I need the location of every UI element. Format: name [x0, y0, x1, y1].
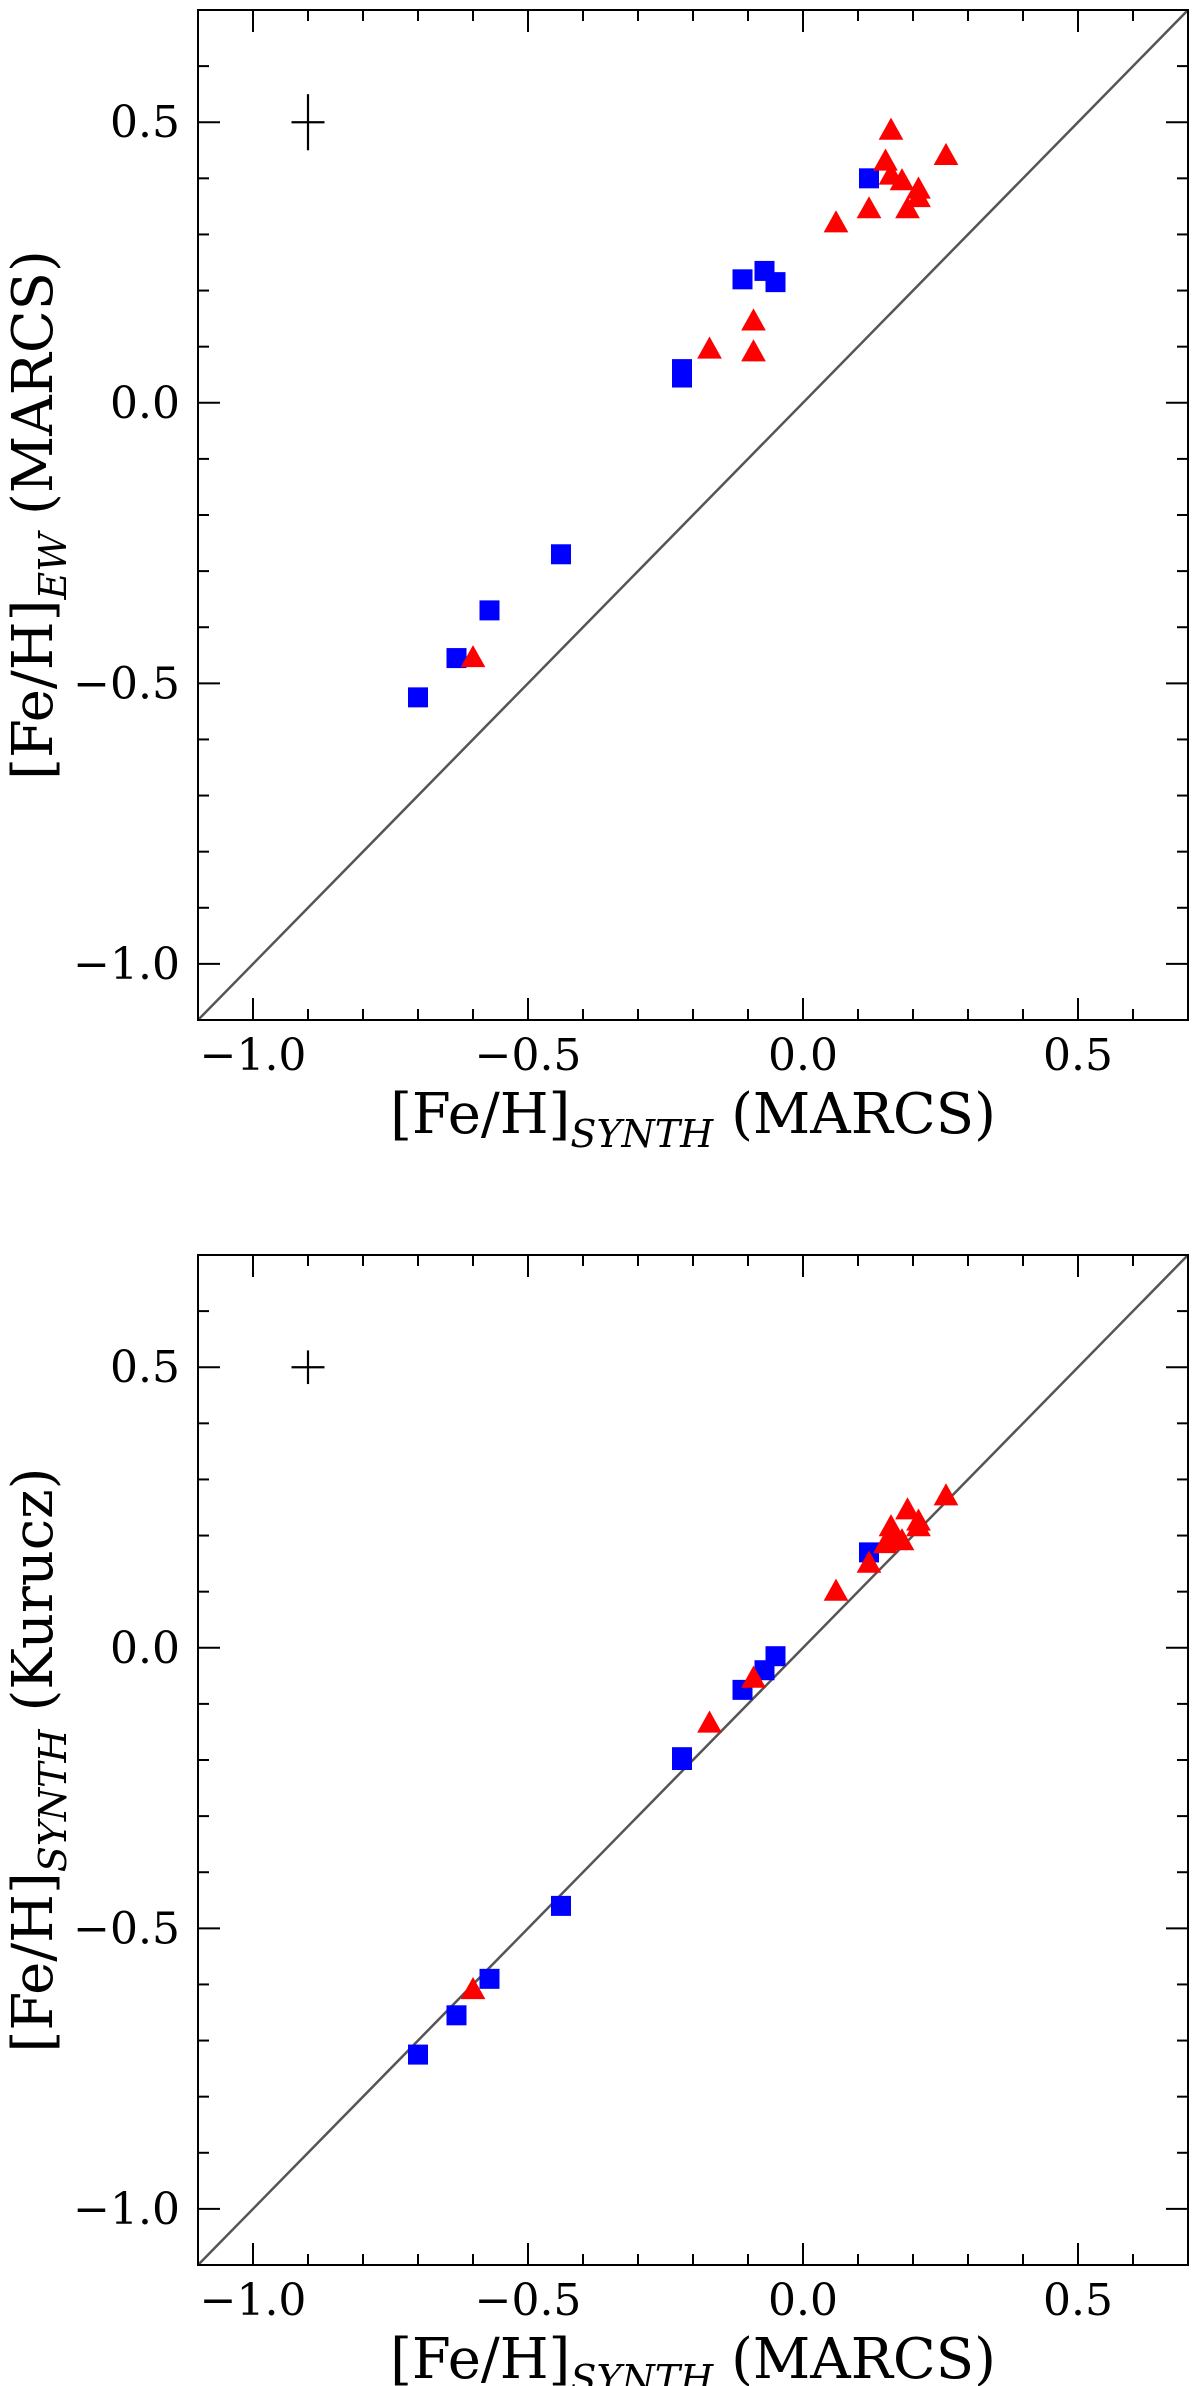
x-tick-label: −1.0 [200, 2275, 307, 2326]
square-point [408, 687, 428, 708]
triangle-point [933, 1483, 959, 1506]
triangle-point [906, 1514, 931, 1537]
triangle-point [823, 210, 849, 233]
error-bar [291, 94, 325, 151]
x-tick-label: −0.5 [475, 2275, 582, 2326]
x-axis-label: [Fe/H]SYNTH (MARCS) [390, 2327, 996, 2386]
triangle-point [889, 168, 915, 191]
square-point [672, 367, 692, 388]
triangle-point [878, 117, 904, 140]
square-point [732, 269, 753, 290]
y-tick-label: −0.5 [73, 658, 180, 709]
x-tick-label: 0.0 [768, 2275, 838, 2326]
series-squares [408, 1542, 879, 2065]
series-triangles [460, 117, 959, 668]
series-squares [408, 168, 879, 708]
y-axis-label: [Fe/H]EW (MARCS) [1, 250, 75, 780]
triangle-point [889, 1528, 915, 1551]
x-axis-label: [Fe/H]SYNTH (MARCS) [390, 1082, 996, 1156]
triangle-point [933, 142, 959, 165]
triangle-point [906, 184, 931, 208]
y-tick-label: 0.5 [110, 97, 180, 148]
x-tick-label: −0.5 [475, 1030, 582, 1081]
series-triangles [460, 1483, 959, 2000]
square-point [551, 1895, 571, 1916]
x-tick-label: 0.5 [1043, 2275, 1113, 2326]
top-panel-eW-vs-synth: −1.0 −0.5 0.0 0.5 −1.0 −0.5 0.0 0.5 [Fe/H]SYNTH … [1, 9, 1189, 1156]
square-point [479, 1968, 500, 1989]
square-point [479, 600, 500, 621]
x-tick-label: 0.0 [768, 1030, 838, 1081]
triangle-point [873, 148, 898, 171]
triangle-point [823, 1578, 849, 1601]
square-point [551, 544, 571, 565]
bottom-panel-kurucz-vs-marcs: −1.0 −0.5 0.0 0.5 −1.0 −0.5 0.0 0.5 [Fe/H]SYNTH … [1, 1254, 1189, 2386]
y-tick-label: −1.0 [73, 2184, 180, 2235]
error-bar [291, 1350, 325, 1385]
triangle-point [895, 1497, 920, 1520]
x-tick-label: 0.5 [1043, 1030, 1113, 1081]
square-point [446, 2005, 467, 2026]
square-point [672, 1750, 692, 1770]
square-point [765, 1646, 786, 1667]
triangle-point [856, 1550, 882, 1573]
square-point [765, 272, 786, 293]
square-point [446, 648, 467, 669]
y-tick-label: 0.0 [110, 1623, 180, 1674]
y-tick-label: 0.0 [110, 378, 180, 429]
square-point [859, 168, 879, 189]
triangle-point [741, 339, 766, 362]
triangle-point [697, 336, 722, 359]
y-tick-label: −1.0 [73, 939, 180, 990]
triangle-point [697, 1710, 722, 1733]
square-point [408, 2044, 428, 2065]
triangle-point [895, 196, 920, 219]
triangle-point [741, 308, 766, 331]
identity-line [197, 9, 1189, 1021]
y-axis-label: [Fe/H]SYNTH (Kurucz) [1, 1467, 75, 2052]
identity-line [197, 1254, 1189, 2266]
tick-marks [197, 9, 1189, 1021]
tick-marks [197, 1254, 1189, 2266]
triangle-point [460, 1977, 486, 2000]
x-tick-label: −1.0 [200, 1030, 307, 1081]
y-tick-label: 0.5 [110, 1342, 180, 1393]
triangle-point [741, 1665, 766, 1688]
y-tick-label: −0.5 [73, 1903, 180, 1954]
triangle-point [856, 196, 882, 219]
triangle-point [460, 645, 486, 668]
